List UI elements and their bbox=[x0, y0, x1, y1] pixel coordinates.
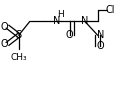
Text: N: N bbox=[81, 16, 89, 26]
Text: S: S bbox=[16, 30, 22, 40]
Text: N: N bbox=[97, 30, 104, 40]
Text: O: O bbox=[65, 30, 73, 40]
Text: O: O bbox=[0, 22, 8, 32]
Text: Cl: Cl bbox=[105, 5, 115, 15]
Text: N: N bbox=[53, 16, 60, 26]
Text: H: H bbox=[57, 10, 64, 19]
Text: O: O bbox=[0, 39, 8, 49]
Text: O: O bbox=[97, 41, 105, 51]
Text: CH₃: CH₃ bbox=[10, 53, 27, 62]
